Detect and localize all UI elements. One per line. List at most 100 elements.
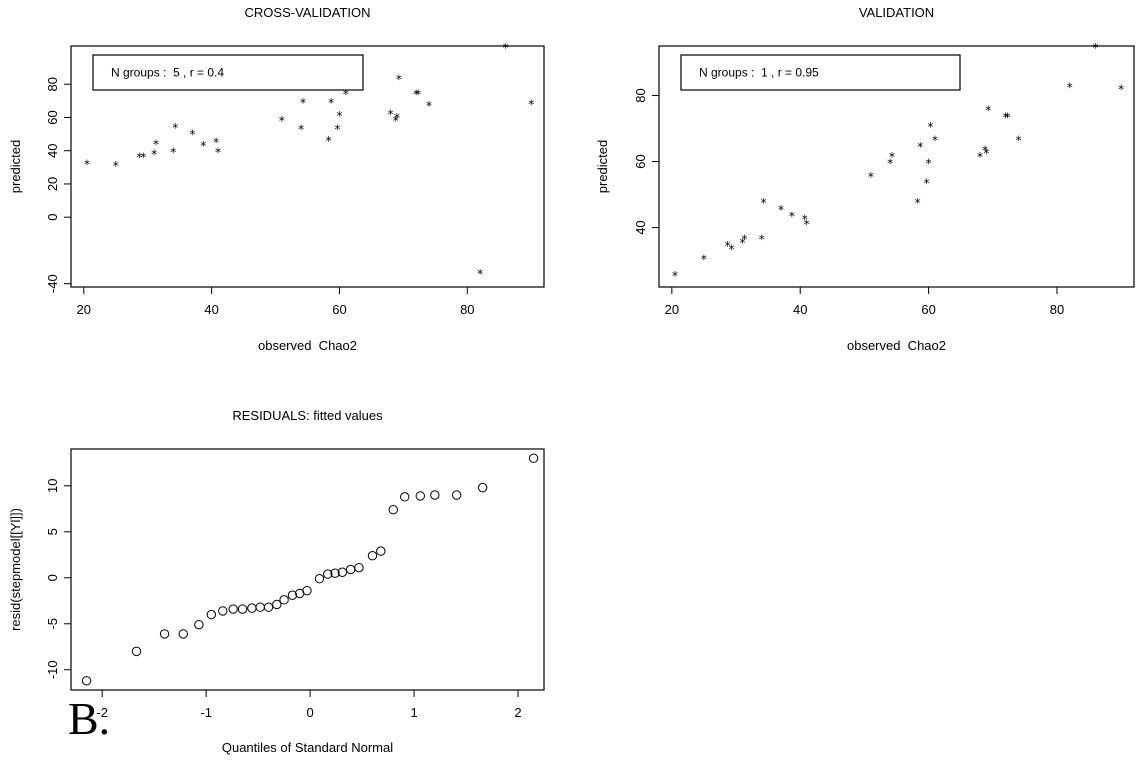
cv-data-point: * [393,114,399,128]
val-data-point: * [982,143,988,157]
resid-data-point [263,602,274,612]
cv-y-tick-label: -40 [45,274,60,293]
resid-chart-title: RESIDUALS: fitted values [232,408,383,423]
val-data-point: * [759,232,765,246]
resid-x-tick-label: 1 [410,705,417,720]
resid-data-point [228,604,238,614]
val-data-point: * [725,239,731,253]
resid-data-point [178,629,188,639]
val-data-point: * [915,196,921,210]
resid-data-point [272,599,282,610]
cv-data-point: * [279,114,285,128]
val-data-point: * [1092,41,1098,55]
cv-data-point: * [189,127,195,141]
val-data-point: * [985,104,991,118]
resid-data-point [279,595,289,605]
resid-data-point [302,585,312,596]
cv-data-point: * [343,88,349,102]
panel-letter: B. [68,693,111,744]
cv-y-axis-label: predicted [8,140,23,193]
val-data-point: * [928,120,934,134]
cv-data-point: * [477,267,483,281]
cross-validation-panel: CROSS-VALIDATION observed Chao2 predicte… [8,5,545,353]
cv-data-point: * [136,151,142,165]
val-legend-text: N groups : 1 , r = 0.95 [699,66,819,80]
val-data-point: * [1005,110,1011,124]
val-y-tick-label: 80 [633,88,648,102]
validation-panel: VALIDATION observed Chao2 predicted N gr… [595,5,1135,353]
cv-data-point: * [336,109,342,123]
resid-data-point [451,490,462,500]
resid-data-point [247,603,257,613]
val-data-point: * [924,176,930,190]
cv-data-point: * [113,159,119,173]
resid-y-tick-label: -5 [45,618,60,630]
cv-data-point: * [151,147,157,161]
cv-y-tick-label: 40 [45,143,60,157]
val-data-point: * [761,196,767,210]
resid-x-axis-label: Quantiles of Standard Normal [222,740,393,755]
val-data-point: * [932,133,938,147]
val-data-point: * [1067,81,1073,95]
cv-data-point: * [503,41,509,55]
cv-data-point: * [528,98,534,112]
val-plot-frame [658,45,1135,288]
resid-data-point [323,569,333,579]
cv-y-tick-label: 80 [45,77,60,91]
cv-data-point: * [215,146,221,160]
cv-legend-text: N groups : 5 , r = 0.4 [111,66,224,80]
resid-data-point [330,568,340,578]
cv-data-point: * [326,134,332,148]
resid-data-point [376,546,386,556]
val-data-point: * [789,209,795,223]
val-data-point: * [868,170,874,184]
resid-data-point [218,606,228,616]
val-data-point: * [983,147,989,161]
resid-x-tick-label: -1 [200,705,212,720]
cv-x-tick-label: 60 [332,302,346,317]
cv-data-point: * [415,88,421,102]
resid-data-point [194,619,204,630]
resid-data-point [528,453,539,463]
resid-data-point [477,482,488,493]
val-y-tick-label: 40 [633,220,648,234]
val-chart-title: VALIDATION [859,5,934,20]
val-data-point: * [1003,110,1009,124]
cv-y-tick-label: 0 [45,214,60,221]
resid-data-point [237,604,248,614]
cv-data-point: * [388,107,394,121]
cv-data-point: * [140,151,146,165]
resid-y-tick-label: -10 [45,660,60,679]
cv-x-tick-label: 80 [460,302,474,317]
val-x-tick-label: 40 [793,302,807,317]
val-x-axis-label: observed Chao2 [847,338,946,353]
val-data-point: * [977,150,983,164]
resid-data-point [255,602,265,612]
cv-legend-box [92,54,364,91]
resid-y-axis-label: resid(stepmodel[[Yl]]) [8,508,23,631]
resid-data-point [159,629,170,639]
val-data-point: * [739,236,745,250]
cv-data-point: * [413,88,419,102]
val-data-point: * [917,140,923,154]
val-data-point: * [701,252,707,266]
cv-data-point: * [200,139,206,153]
val-legend-box [680,54,961,91]
residuals-panel: RESIDUALS: fitted values Quantiles of St… [8,408,545,755]
val-data-point: * [778,203,784,217]
resid-data-point [354,562,364,573]
cv-data-point: * [170,146,176,160]
cv-data-point: * [84,157,90,171]
resid-data-point [399,492,410,502]
cv-y-tick-label: 60 [45,110,60,124]
cv-data-point: * [172,121,178,135]
resid-y-tick-label: 5 [45,528,60,535]
resid-y-tick-label: 10 [45,479,60,493]
cv-data-point: * [335,122,341,136]
resid-data-point [430,490,440,500]
val-data-point: * [741,232,747,246]
cv-data-point: * [153,137,159,151]
cv-chart-title: CROSS-VALIDATION [245,5,371,20]
val-x-tick-label: 20 [665,302,679,317]
cv-x-tick-label: 20 [77,302,91,317]
